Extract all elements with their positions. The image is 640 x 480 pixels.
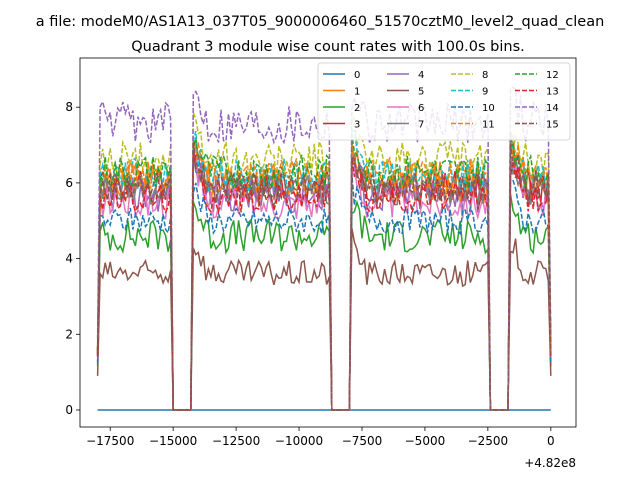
legend-label: 15 [546,120,559,131]
legend-label: 6 [418,103,424,114]
figure-suptitle: a file: modeM0/AS1A13_037T05_9000006460_… [36,14,605,30]
y-axis: 0 2 4 6 8 [65,100,80,417]
legend-label: 14 [546,103,559,114]
legend-label: 11 [482,120,495,131]
legend-label: 3 [354,120,360,131]
legend-label: 13 [546,87,559,98]
y-tick-label: 2 [65,327,73,341]
x-tick-label: −15000 [149,434,197,448]
y-tick-label: 4 [65,252,73,266]
legend-label: 0 [354,70,360,81]
legend-label: 9 [482,87,488,98]
y-tick-label: 8 [65,100,73,114]
axes-frame [79,57,577,428]
y-tick-label: 0 [65,403,73,417]
series-5-line [96,228,552,411]
legend-label: 4 [418,70,424,81]
series-10-line [96,174,552,411]
x-axis: −17500 −15000 −12500 −10000 −7500 −5000 −2500 0 [86,427,555,448]
x-tick-label: −17500 [86,434,134,448]
x-tick-label: −12500 [212,434,260,448]
legend-label: 8 [482,70,488,81]
legend-label: 1 [354,87,360,98]
series-15-line [96,141,552,411]
legend-label: 7 [418,120,424,131]
legend-box [317,62,571,141]
series-8-line [96,112,552,411]
legend-label: 10 [482,103,495,114]
legend-label: 5 [418,87,424,98]
chart-title: Quadrant 3 module wise count rates with … [131,39,525,55]
legend-label: 12 [546,70,559,81]
x-tick-label: −2500 [468,434,509,448]
x-tick-label: 0 [547,434,555,448]
x-tick-label: −10000 [275,434,323,448]
legend-label: 2 [354,103,360,114]
series-2-line [96,193,552,411]
x-axis-offset-label: +4.82e8 [524,456,576,470]
x-tick-label: −7500 [342,434,383,448]
x-tick-label: −5000 [405,434,446,448]
y-tick-label: 6 [65,176,73,190]
